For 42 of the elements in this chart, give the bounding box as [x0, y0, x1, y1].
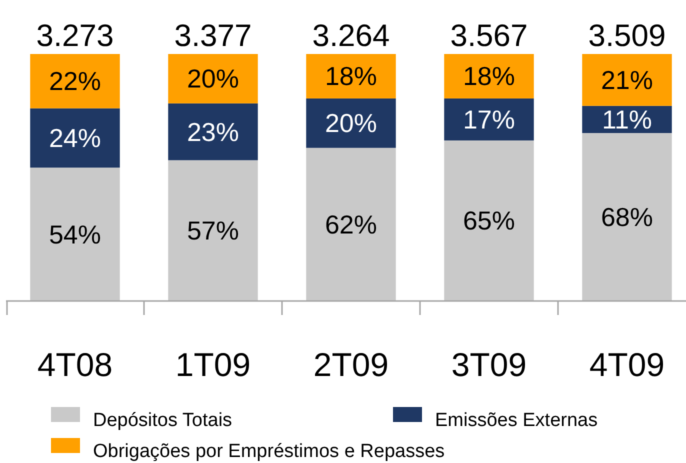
data-label: 68%	[600, 202, 654, 232]
data-label: 62%	[324, 209, 378, 240]
bar	[306, 148, 396, 301]
bar	[444, 140, 534, 301]
x-tick-label: 4T08	[37, 346, 113, 383]
data-label: 54%	[48, 219, 102, 250]
bar	[30, 54, 120, 108]
data-label: 17%	[462, 104, 516, 134]
bar	[306, 98, 396, 148]
bar	[168, 160, 258, 301]
data-label: 18%	[324, 61, 378, 92]
annotation: 3.273	[36, 18, 114, 53]
annotation: 3.377	[174, 18, 252, 53]
data-label: 11%	[602, 104, 652, 134]
legend-label: Obrigações por Empréstimos e Repasses	[93, 441, 445, 462]
legend-label: Depósitos Totais	[93, 410, 232, 431]
data-label: 23%	[186, 116, 240, 147]
x-tick-label: 3T09	[451, 346, 527, 383]
data-label: 21%	[600, 64, 654, 95]
annotation: 3.264	[312, 18, 390, 53]
data-label: 20%	[186, 64, 240, 94]
bar	[30, 168, 120, 301]
bar	[30, 108, 120, 168]
data-label: 22%	[48, 66, 102, 96]
data-label: 65%	[462, 206, 516, 236]
bar	[168, 103, 258, 160]
bar	[444, 98, 534, 140]
annotation: 3.509	[588, 18, 666, 53]
x-tick-label: 2T09	[313, 346, 389, 383]
bar	[582, 54, 672, 106]
data-label: 24%	[48, 122, 102, 153]
data-label: 20%	[324, 108, 378, 138]
bar	[168, 54, 258, 104]
bar	[444, 54, 534, 98]
bar	[582, 133, 672, 301]
data-label: 57%	[186, 216, 240, 246]
x-tick-label: 1T09	[175, 346, 251, 383]
x-tick-label: 4T09	[589, 346, 665, 383]
data-label: 18%	[462, 61, 516, 92]
bar	[306, 54, 396, 98]
legend-label: Emissões Externas	[435, 410, 598, 431]
annotation: 3.567	[450, 18, 528, 53]
